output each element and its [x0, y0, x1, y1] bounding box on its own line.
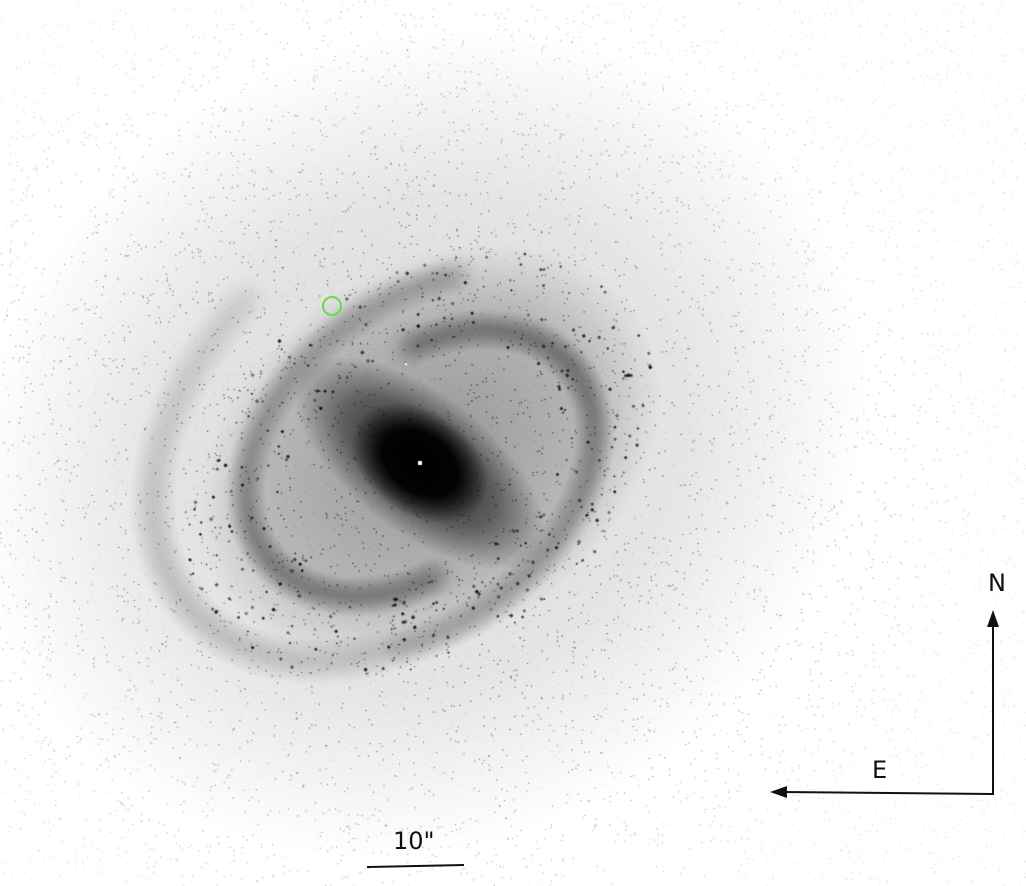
scale-bar-label: 10"	[393, 827, 435, 855]
north-label: N	[988, 569, 1006, 597]
east-label: E	[872, 756, 888, 784]
